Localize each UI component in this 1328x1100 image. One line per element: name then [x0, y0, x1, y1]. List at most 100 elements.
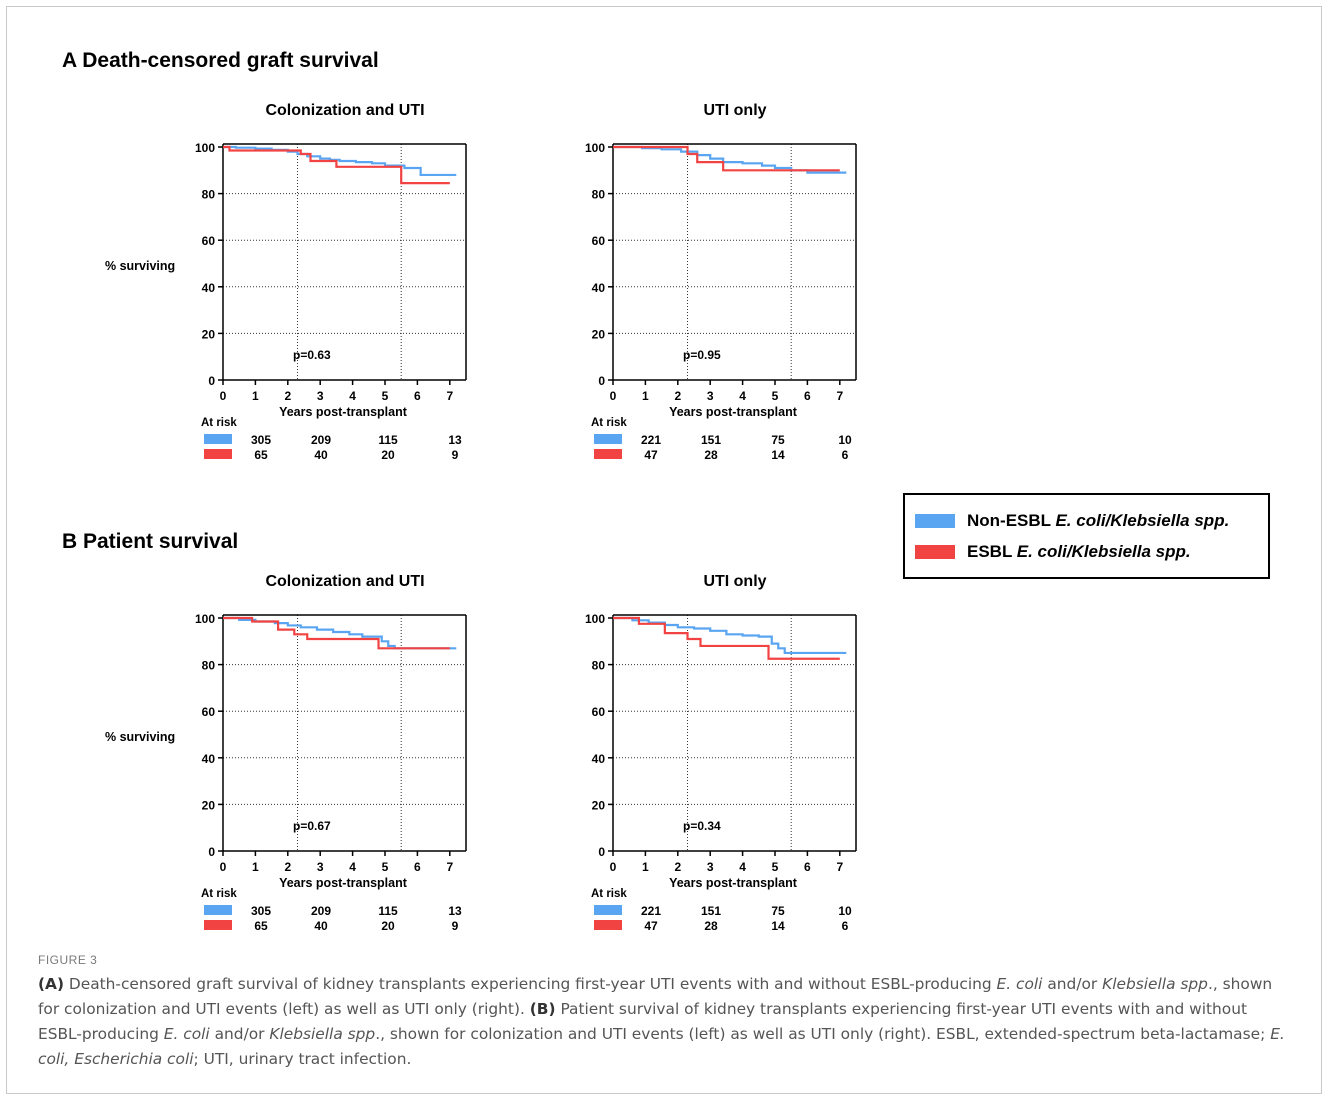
chart-title: Colonization and UTI — [265, 102, 424, 119]
legend-label-non-esbl-organism: E. coli/Klebsiella spp. — [1055, 511, 1230, 530]
at-risk-count: 20 — [381, 448, 395, 462]
at-risk-count: 221 — [641, 433, 661, 447]
series-line-non-esbl — [613, 145, 847, 174]
at-risk-count: 9 — [452, 919, 459, 933]
at-risk-count: 14 — [771, 448, 785, 462]
y-tick-label: 40 — [592, 752, 606, 766]
series-line-esbl — [613, 616, 840, 660]
y-tick-label: 20 — [202, 327, 216, 341]
p-value-annotation: p=0.34 — [683, 819, 721, 833]
y-tick-label: 60 — [202, 705, 216, 719]
x-tick-label: 0 — [220, 860, 227, 874]
y-tick-label: 40 — [592, 281, 606, 295]
legend-label-esbl-organism: E. coli/Klebsiella spp. — [1016, 542, 1191, 561]
chart-title: UTI only — [703, 102, 766, 119]
x-axis-label: Years post-transplant — [279, 405, 408, 419]
y-tick-label: 0 — [598, 845, 605, 859]
x-tick-label: 0 — [610, 389, 617, 403]
at-risk-count: 151 — [701, 904, 721, 918]
x-tick-label: 3 — [317, 389, 324, 403]
x-axis-label: Years post-transplant — [669, 876, 798, 890]
at-risk-count: 115 — [378, 904, 398, 918]
at-risk-count: 305 — [251, 433, 271, 447]
x-tick-label: 6 — [804, 860, 811, 874]
at-risk-swatch-esbl — [204, 920, 232, 930]
x-tick-label: 3 — [707, 389, 714, 403]
x-tick-label: 0 — [220, 389, 227, 403]
x-tick-label: 5 — [382, 389, 389, 403]
section-title-b: B Patient survival — [62, 530, 239, 553]
y-tick-label: 0 — [208, 845, 215, 859]
y-tick-label: 100 — [195, 612, 215, 626]
legend-swatch-esbl — [915, 545, 955, 559]
at-risk-count: 65 — [254, 919, 268, 933]
series-line-esbl — [223, 616, 450, 650]
y-axis-label: % surviving — [105, 730, 175, 744]
at-risk-label: At risk — [201, 417, 237, 429]
y-tick-label: 60 — [592, 234, 606, 248]
y-tick-label: 100 — [585, 141, 605, 155]
y-tick-label: 20 — [202, 798, 216, 812]
x-tick-label: 6 — [414, 860, 421, 874]
at-risk-count: 209 — [311, 433, 331, 447]
x-tick-label: 6 — [804, 389, 811, 403]
legend-item-non-esbl: Non-ESBL E. coli/Klebsiella spp. — [915, 511, 1229, 531]
y-tick-label: 0 — [598, 374, 605, 388]
at-risk-count: 47 — [644, 448, 658, 462]
x-tick-label: 7 — [446, 860, 453, 874]
x-tick-label: 1 — [642, 860, 649, 874]
y-tick-label: 0 — [208, 374, 215, 388]
series-line-non-esbl — [613, 616, 847, 655]
at-risk-count: 10 — [838, 904, 852, 918]
at-risk-count: 14 — [771, 919, 785, 933]
x-tick-label: 1 — [252, 860, 259, 874]
p-value-annotation: p=0.95 — [683, 348, 721, 362]
y-tick-label: 20 — [592, 798, 606, 812]
at-risk-swatch-non-esbl — [204, 434, 232, 444]
at-risk-count: 13 — [448, 433, 462, 447]
figure-label: FIGURE 3 — [38, 953, 98, 967]
x-tick-label: 1 — [642, 389, 649, 403]
at-risk-count: 40 — [314, 919, 328, 933]
at-risk-swatch-esbl — [594, 920, 622, 930]
p-value-annotation: p=0.67 — [293, 819, 331, 833]
x-axis-label: Years post-transplant — [669, 405, 798, 419]
legend-swatch-non-esbl — [915, 514, 955, 528]
at-risk-count: 305 — [251, 904, 271, 918]
x-tick-label: 4 — [739, 389, 746, 403]
at-risk-swatch-non-esbl — [594, 905, 622, 915]
y-tick-label: 80 — [202, 659, 216, 673]
x-tick-label: 5 — [772, 860, 779, 874]
x-tick-label: 5 — [382, 860, 389, 874]
chart-patient-colonization-uti: Colonization and UTI 0 20 40 60 80 100 0 1 2 3 4 5 6 7… — [105, 573, 467, 933]
at-risk-count: 221 — [641, 904, 661, 918]
x-tick-label: 2 — [674, 860, 681, 874]
at-risk-count: 209 — [311, 904, 331, 918]
x-tick-label: 4 — [349, 860, 356, 874]
section-title-a: A Death-censored graft survival — [62, 49, 379, 72]
p-value-annotation: p=0.63 — [293, 348, 331, 362]
at-risk-swatch-esbl — [594, 449, 622, 459]
x-tick-label: 1 — [252, 389, 259, 403]
x-tick-label: 0 — [610, 860, 617, 874]
x-tick-label: 2 — [284, 860, 291, 874]
at-risk-count: 13 — [448, 904, 462, 918]
x-tick-label: 3 — [317, 860, 324, 874]
x-tick-label: 2 — [284, 389, 291, 403]
at-risk-count: 28 — [704, 448, 718, 462]
y-tick-label: 40 — [202, 281, 216, 295]
figure-frame — [6, 6, 1322, 1094]
at-risk-count: 40 — [314, 448, 328, 462]
at-risk-count: 115 — [378, 433, 398, 447]
at-risk-count: 20 — [381, 919, 395, 933]
at-risk-count: 10 — [838, 433, 852, 447]
y-axis-label: % surviving — [105, 259, 175, 273]
figure-caption: (A) Death-censored graft survival of kid… — [38, 975, 1285, 1068]
y-tick-label: 80 — [592, 659, 606, 673]
x-tick-label: 7 — [836, 860, 843, 874]
at-risk-count: 28 — [704, 919, 718, 933]
x-tick-label: 7 — [836, 389, 843, 403]
at-risk-count: 75 — [771, 433, 785, 447]
x-tick-label: 2 — [674, 389, 681, 403]
chart-title: Colonization and UTI — [265, 573, 424, 590]
